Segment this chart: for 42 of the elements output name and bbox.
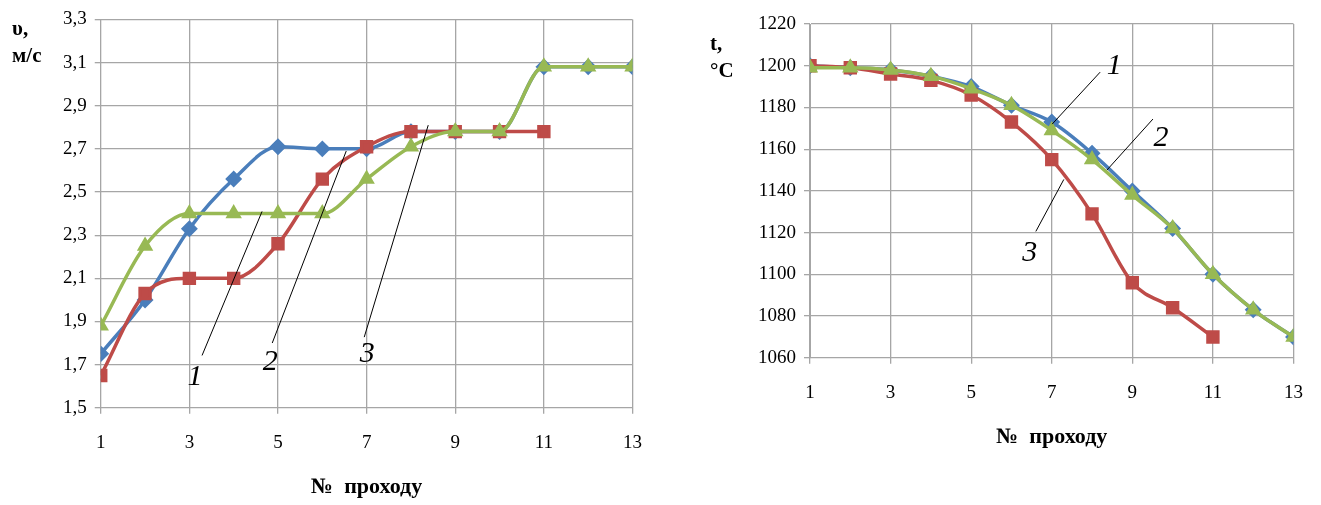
x-tick-label: 9 [1127,381,1138,403]
y-tick-label: 1060 [758,345,796,367]
annotation: 3 [358,335,375,369]
x-tick-label: 5 [273,431,283,453]
x-tick-label: 1 [96,431,106,453]
x-tick-label: 3 [885,381,896,403]
x-tick-label: 1 [805,381,815,403]
x-tick-label: 11 [534,431,554,453]
x-tick-label: 7 [1047,381,1057,403]
y-tick-label: 1,5 [63,395,87,417]
x-tick-label: 7 [361,431,372,453]
y-tick-label: 1080 [758,304,796,326]
y-tick-label: 1,9 [63,309,87,331]
x-tick-label: 13 [623,431,642,453]
x-tick-label: 3 [184,431,195,453]
y-axis-title: υ, м/с [12,15,43,69]
y-tick-label: 1140 [758,178,796,200]
y-tick-label: 2,9 [63,93,87,115]
y-tick-label: 1120 [758,220,796,242]
annotation: 2 [262,342,278,376]
annotation: 2 [1153,118,1169,152]
y-axis-title: t, °C [710,30,735,84]
y-tick-label: 1160 [758,137,796,159]
y-tick-label: 1200 [758,53,796,75]
x-tick-label: 13 [1284,381,1303,403]
y-tick-label: 1,7 [63,352,87,374]
y-tick-label: 3,1 [63,50,87,72]
y-tick-label: 2,1 [63,266,87,288]
x-axis-title: № проходу [996,423,1108,449]
y-tick-label: 2,5 [63,180,87,202]
annotation: 1 [1106,47,1122,81]
y-tick-label: 2,7 [63,136,87,158]
y-tick-label: 1220 [758,11,796,33]
y-tick-label: 3,3 [63,7,87,29]
y-tick-label: 1180 [758,95,796,117]
x-axis-title: № проходу [311,473,423,499]
x-tick-label: 9 [450,431,460,453]
annotation: 3 [1021,234,1038,268]
x-tick-label: 5 [966,381,976,403]
x-tick-label: 11 [1203,381,1223,403]
y-tick-label: 1100 [758,262,796,284]
y-tick-label: 2,3 [63,223,87,245]
